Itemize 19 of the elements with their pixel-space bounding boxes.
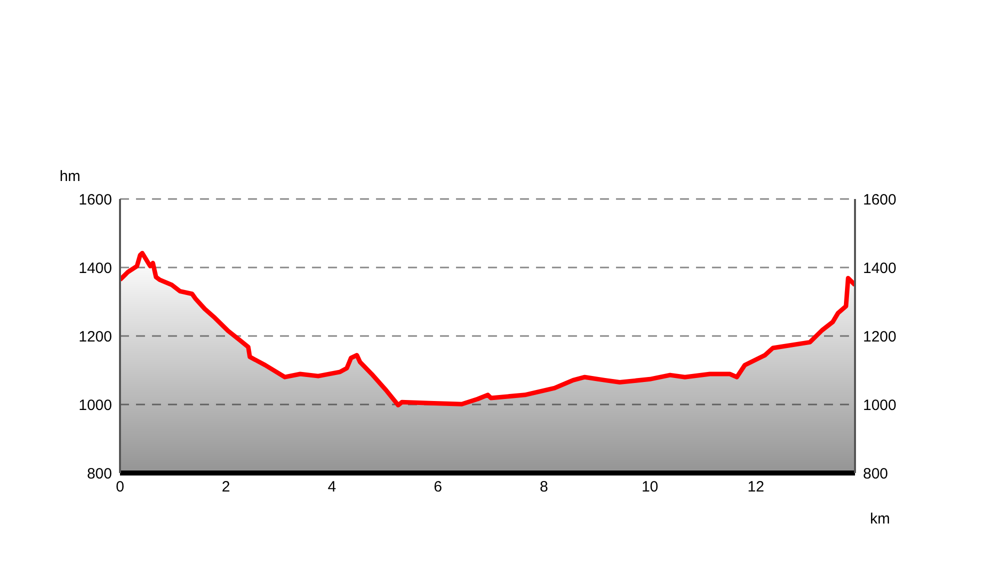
x-tick-label: 12: [748, 478, 764, 496]
y2-tick-label: 800: [863, 465, 888, 482]
x-axis-title: km: [870, 510, 890, 528]
y2-tick-label: 1400: [863, 260, 896, 277]
y2-tick-label: 1600: [863, 191, 896, 208]
y-tick-label: 1200: [78, 328, 112, 346]
y-tick-label: 800: [86, 465, 112, 482]
x-tick-label: 2: [222, 478, 230, 496]
x-tick-label: 4: [328, 478, 336, 496]
y2-tick-label: 1000: [863, 396, 896, 414]
x-tick-label: 0: [116, 478, 124, 496]
x-tick-label: 10: [642, 478, 658, 496]
x-tick-label: 8: [540, 478, 548, 496]
x-tick-label: 6: [434, 478, 442, 496]
y-tick-label: 1600: [78, 191, 112, 208]
y-tick-label: 1400: [78, 260, 112, 277]
y2-tick-label: 1200: [863, 328, 896, 346]
y-axis-title: hm: [60, 168, 80, 185]
y-tick-label: 1000: [78, 396, 112, 414]
